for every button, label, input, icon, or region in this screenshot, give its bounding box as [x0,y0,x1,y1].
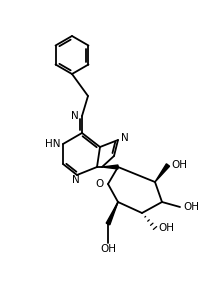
Text: N: N [71,111,79,121]
Text: O: O [96,179,104,189]
Polygon shape [106,202,118,225]
Text: OH: OH [183,202,199,212]
Text: N: N [72,175,80,185]
Polygon shape [102,165,118,169]
Text: HN: HN [45,139,61,149]
Text: OH: OH [100,244,116,254]
Text: OH: OH [171,160,187,170]
Text: N: N [121,133,129,143]
Text: OH: OH [158,223,174,233]
Polygon shape [155,164,170,182]
